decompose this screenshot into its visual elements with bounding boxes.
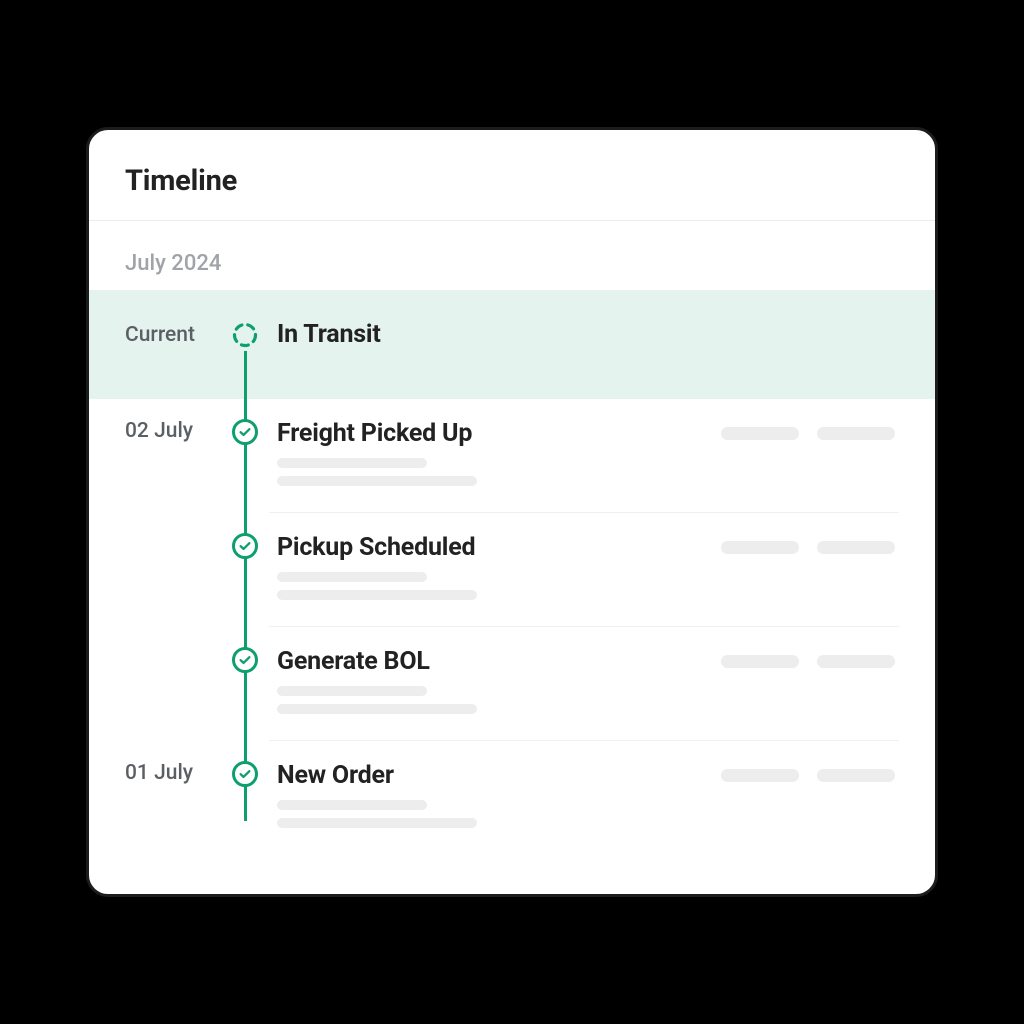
event-icon-col: [221, 419, 269, 445]
check-circle-icon: [232, 419, 258, 445]
card-title: Timeline: [125, 164, 899, 198]
check-circle-icon: [232, 533, 258, 559]
skeleton-line: [277, 590, 477, 600]
event-date: 01 July: [125, 761, 193, 785]
check-circle-icon: [232, 761, 258, 787]
current-status-text: In Transit: [277, 320, 381, 349]
skeleton-pill: [721, 541, 799, 554]
skeleton-pill: [721, 655, 799, 668]
skeleton-pill: [721, 769, 799, 782]
skeleton-line: [277, 800, 427, 810]
current-icon-col: [221, 322, 269, 348]
skeleton-pill: [721, 427, 799, 440]
event-title: Generate BOL: [277, 647, 699, 676]
event-icon-col: [221, 533, 269, 559]
check-circle-icon: [232, 647, 258, 673]
current-status-row: Current In Transit: [89, 290, 935, 399]
timeline-event: Generate BOL: [125, 627, 899, 740]
month-label: July 2024: [125, 251, 899, 276]
current-label: Current: [125, 323, 195, 347]
skeleton-line: [277, 476, 477, 486]
timeline-event: 02 July Freight Picked Up: [125, 399, 899, 512]
skeleton-pill: [817, 769, 895, 782]
skeleton-placeholder: [277, 572, 699, 600]
event-meta: [699, 419, 899, 440]
event-title: New Order: [277, 761, 699, 790]
event-meta: [699, 761, 899, 782]
month-row: July 2024: [89, 221, 935, 290]
event-content: Generate BOL: [277, 647, 699, 722]
skeleton-placeholder: [277, 458, 699, 486]
event-title: Pickup Scheduled: [277, 533, 699, 562]
event-meta: [699, 533, 899, 554]
event-icon-col: [221, 647, 269, 673]
skeleton-line: [277, 704, 477, 714]
skeleton-line: [277, 818, 477, 828]
skeleton-pill: [817, 541, 895, 554]
progress-ring-icon: [232, 322, 258, 348]
timeline-event: Pickup Scheduled: [125, 513, 899, 626]
event-content: Pickup Scheduled: [277, 533, 699, 608]
event-icon-col: [221, 761, 269, 787]
timeline-events: 02 July Freight Picked Up: [89, 399, 935, 854]
skeleton-placeholder: [277, 800, 699, 828]
event-title: Freight Picked Up: [277, 419, 699, 448]
event-date-col: 01 July: [125, 761, 221, 785]
event-date-col: 02 July: [125, 419, 221, 443]
skeleton-placeholder: [277, 686, 699, 714]
current-label-col: Current: [125, 323, 221, 347]
skeleton-line: [277, 572, 427, 582]
card-header: Timeline: [89, 130, 935, 221]
event-meta: [699, 647, 899, 668]
event-content: Freight Picked Up: [277, 419, 699, 494]
event-content: New Order: [277, 761, 699, 836]
skeleton-line: [277, 458, 427, 468]
event-date: 02 July: [125, 419, 193, 443]
timeline-event: 01 July New Order: [125, 741, 899, 854]
skeleton-pill: [817, 427, 895, 440]
timeline-card: Timeline July 2024 Current In Transit 02…: [86, 127, 938, 897]
skeleton-pill: [817, 655, 895, 668]
skeleton-line: [277, 686, 427, 696]
